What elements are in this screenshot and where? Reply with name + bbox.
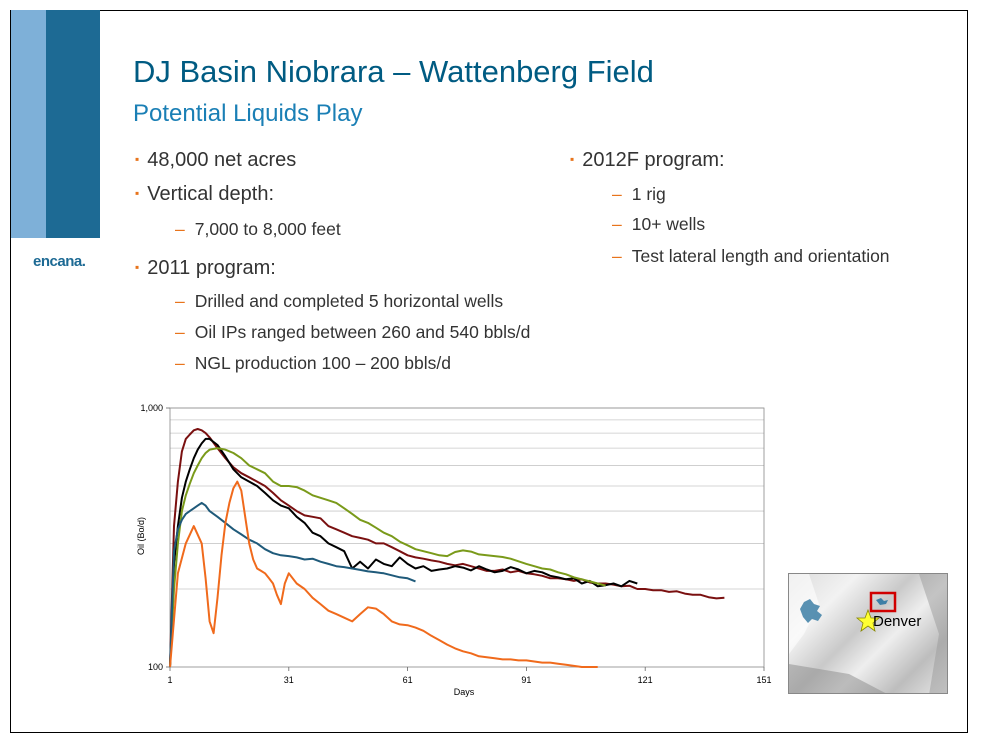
slide-frame <box>10 10 968 733</box>
chart-axes <box>169 407 765 668</box>
series-line-4 <box>169 501 416 668</box>
oil-production-chart: 1 31 61 91 121 151 100 1,000 Oil (Bo/d) Days <box>136 403 772 697</box>
y-tick-label: 1,000 <box>140 403 163 413</box>
sub-bullet-item: –7,000 to 8,000 feet <box>175 218 341 240</box>
dash-icon: – <box>612 214 622 234</box>
slide-title: DJ Basin Niobrara – Wattenberg Field <box>133 54 654 89</box>
x-tick-label: 31 <box>284 675 294 685</box>
bullet-item: ▪ 2012F program: <box>570 148 725 173</box>
x-tick-label: 61 <box>403 675 413 685</box>
company-logo: encana. <box>33 253 86 270</box>
bullet-text: 2011 program: <box>147 257 276 279</box>
bullet-item: ▪ 2011 program: <box>135 256 276 281</box>
y-tick-label: 100 <box>148 662 163 672</box>
bullet-square-icon: ▪ <box>135 259 140 274</box>
sub-bullet-item: – Drilled and completed 5 horizontal well… <box>175 290 503 312</box>
bullet-square-icon: ▪ <box>570 151 575 166</box>
series-line-3 <box>169 447 606 668</box>
sub-bullet-text: 10+ wells <box>631 214 706 234</box>
bullet-item: ▪ Vertical depth: <box>135 182 274 207</box>
map-terrain <box>919 574 947 693</box>
bullet-text: 48,000 net acres <box>147 149 297 171</box>
x-tick-label: 91 <box>521 675 531 685</box>
sub-bullet-text: Drilled and completed 5 horizontal wells <box>194 291 504 311</box>
series-line-1 <box>169 428 725 668</box>
dash-icon: – <box>175 219 185 239</box>
series-line-2 <box>169 437 638 668</box>
sub-bullet-item: – Oil IPs ranged between 260 and 540 bbls… <box>175 321 530 343</box>
bullet-text: 2012F program: <box>582 149 725 171</box>
bullet-square-icon: ▪ <box>135 185 140 200</box>
map-field-marker <box>800 599 822 623</box>
map-terrain <box>789 664 886 693</box>
bullet-item: ▪ 48,000 net acres <box>135 148 296 173</box>
x-tick-label: 121 <box>638 675 653 685</box>
plot-frame <box>169 407 765 668</box>
dash-icon: – <box>175 291 185 311</box>
sub-bullet-item: –1 rig <box>612 183 666 205</box>
sub-bullet-item: –10+ wells <box>612 213 705 235</box>
sub-bullet-text: 1 rig <box>631 184 666 204</box>
x-tick-label: 151 <box>756 675 771 685</box>
map-field-marker <box>876 598 888 605</box>
chart-grid <box>170 419 764 590</box>
dash-icon: – <box>612 246 622 266</box>
bullet-square-icon: ▪ <box>135 151 140 166</box>
series-line-5 <box>169 480 598 668</box>
dash-icon: – <box>612 184 622 204</box>
slide-subtitle: Potential Liquids Play <box>133 100 363 127</box>
map-label-denver: Denver <box>873 613 921 630</box>
decor-bar-stripe <box>40 10 46 238</box>
decor-bar-dark <box>46 10 100 238</box>
sub-bullet-text: NGL production 100 – 200 bbls/d <box>194 353 451 373</box>
map-highlight-box <box>869 591 897 613</box>
sub-bullet-text: Test lateral length and orientation <box>631 246 890 266</box>
chart-ticks: 1 31 61 91 121 151 100 1,000 <box>140 403 771 685</box>
location-map: Denver <box>788 573 948 694</box>
y-axis-label: Oil (Bo/d) <box>136 517 146 555</box>
sub-bullet-item: – Test lateral length and orientation <box>612 245 890 267</box>
x-axis-label: Days <box>454 687 475 697</box>
x-tick-label: 1 <box>167 675 172 685</box>
dash-icon: – <box>175 322 185 342</box>
map-graphic: Denver <box>789 574 947 693</box>
star-icon <box>855 608 881 632</box>
sub-bullet-text: 7,000 to 8,000 feet <box>194 219 341 239</box>
chart-series <box>169 428 725 668</box>
dash-icon: – <box>175 353 185 373</box>
bullet-text: Vertical depth: <box>147 183 275 205</box>
sub-bullet-item: – NGL production 100 – 200 bbls/d <box>175 352 451 374</box>
decor-bar-left <box>11 10 40 238</box>
sub-bullet-text: Oil IPs ranged between 260 and 540 bbls/… <box>194 322 531 342</box>
